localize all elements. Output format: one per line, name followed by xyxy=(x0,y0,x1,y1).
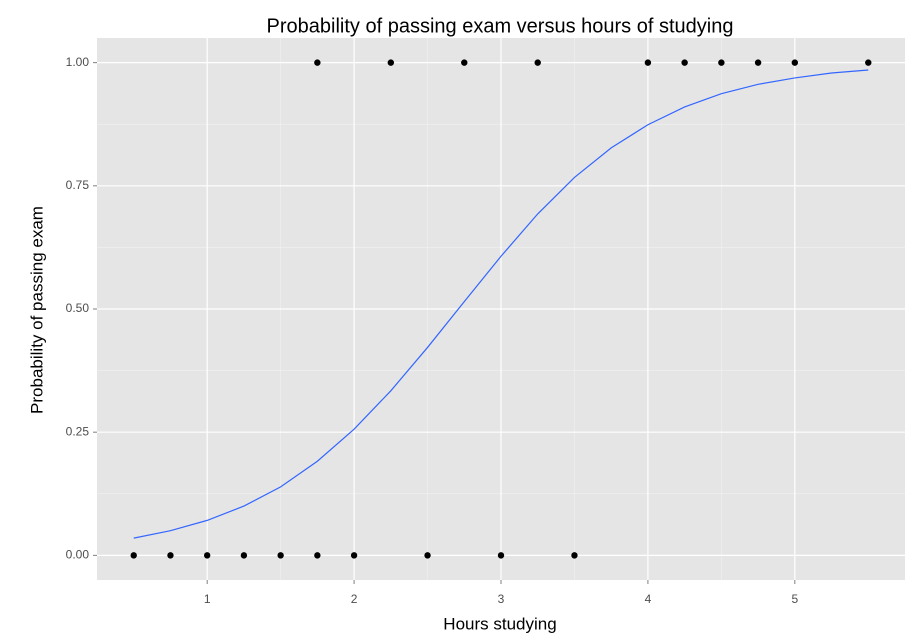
data-point xyxy=(314,59,321,66)
data-point xyxy=(497,552,505,559)
data-point xyxy=(865,59,872,66)
data-point xyxy=(461,59,468,66)
data-point xyxy=(754,59,762,66)
x-axis-title: Hours studying xyxy=(443,614,556,633)
chart-title: Probability of passing exam versus hours… xyxy=(267,15,734,37)
data-point xyxy=(387,59,395,66)
data-point xyxy=(791,59,799,66)
data-point xyxy=(534,59,541,66)
data-point xyxy=(240,552,248,559)
y-tick-label: 0.75 xyxy=(66,178,90,192)
data-point xyxy=(718,59,725,66)
data-point xyxy=(681,59,688,66)
data-point xyxy=(277,552,284,559)
y-tick-label: 1.00 xyxy=(66,55,90,69)
fit-line xyxy=(133,69,869,539)
x-tick-label: 3 xyxy=(498,592,505,606)
data-point xyxy=(203,552,211,559)
x-tick-label: 2 xyxy=(351,592,358,606)
data-point xyxy=(350,552,358,559)
data-point xyxy=(167,552,174,559)
y-tick-label: 0.25 xyxy=(66,424,90,438)
data-point xyxy=(424,552,431,559)
x-tick-label: 5 xyxy=(791,592,798,606)
x-tick-label: 4 xyxy=(645,592,652,606)
y-tick-label: 0.50 xyxy=(66,301,90,315)
data-point xyxy=(130,552,137,559)
y-tick-label: 0.00 xyxy=(66,548,90,562)
data-point xyxy=(644,59,652,66)
y-axis-title: Probability of passing exam xyxy=(27,206,46,414)
data-point xyxy=(314,552,321,559)
data-point xyxy=(571,552,578,559)
x-tick-label: 1 xyxy=(204,592,211,606)
